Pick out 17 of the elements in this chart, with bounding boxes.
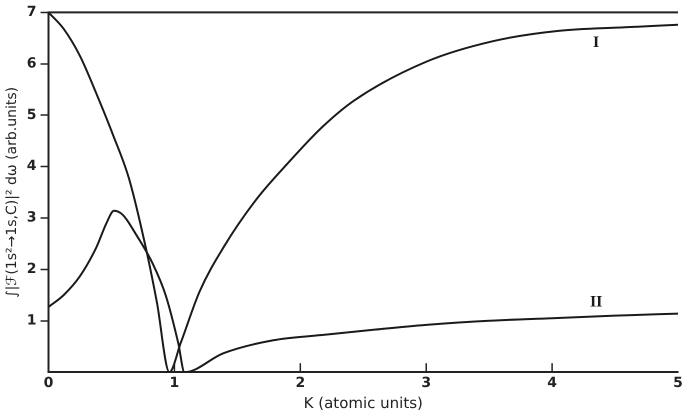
x-tick-label: 1	[170, 375, 180, 392]
y-tick-label: 5	[26, 106, 37, 123]
y-axis-title: ∫|ℱ(1s²→1s,C)|² dω (arb.units)	[4, 86, 20, 298]
y-tick-label: 3	[26, 210, 37, 226]
y-tick-label: 6	[26, 55, 37, 72]
series-label: II	[590, 294, 602, 311]
x-tick-label: 5	[673, 375, 683, 392]
y-tick-label: 1	[26, 312, 37, 328]
y-tick-label: 2	[26, 261, 37, 278]
y-tick-label: 7	[26, 4, 37, 20]
x-tick-label: 2	[295, 375, 306, 392]
x-tick-label: 4	[547, 375, 558, 392]
x-axis-title: K (atomic units)	[304, 394, 423, 412]
y-tick-label: 4	[26, 158, 37, 174]
x-tick-label: 3	[421, 375, 432, 392]
x-tick-label: 0	[44, 375, 54, 392]
series-label: I	[593, 34, 600, 52]
